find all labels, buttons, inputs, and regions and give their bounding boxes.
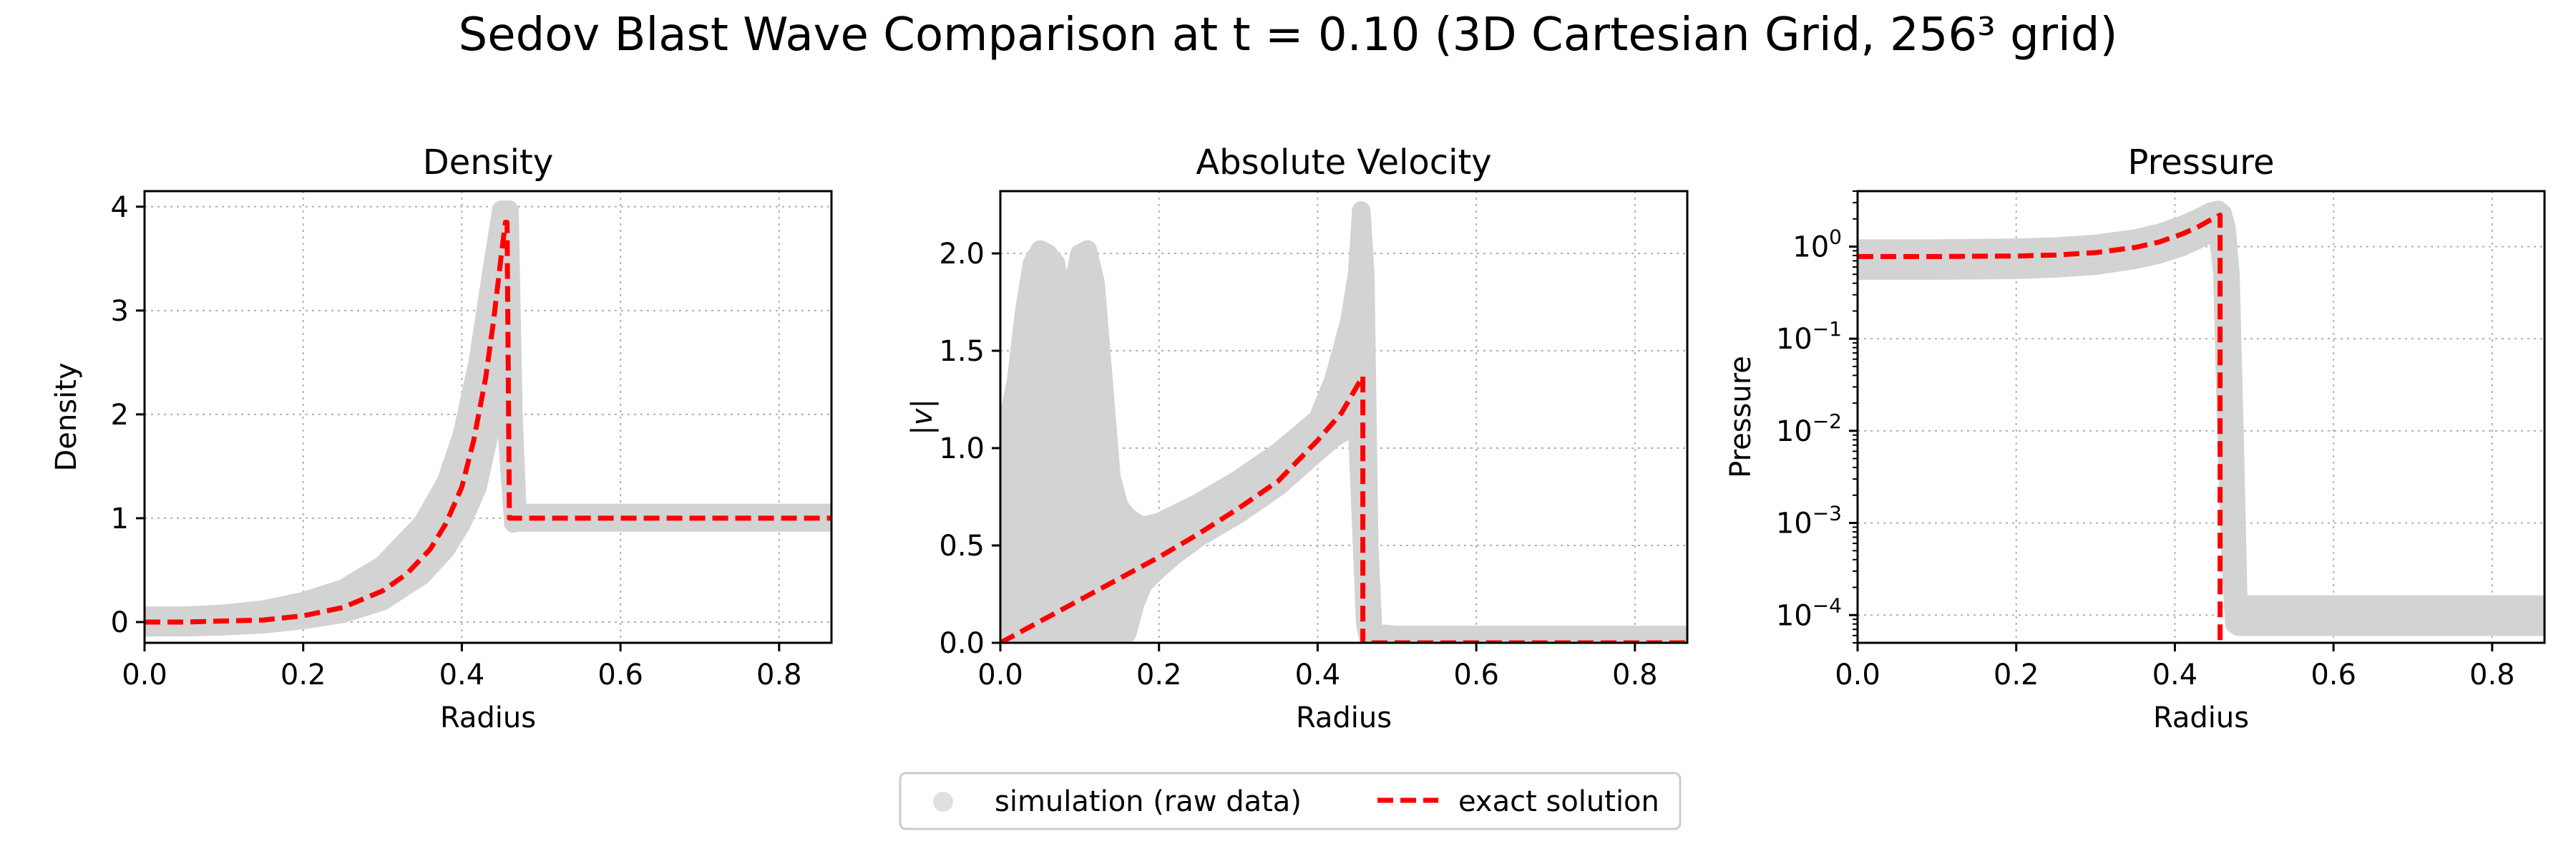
density-simulation-scatter xyxy=(145,200,831,637)
pressure-y-tick-label: 10−4 xyxy=(1776,593,1842,632)
density-x-axis-label: Radius xyxy=(440,702,536,734)
density-y-tick-label: 3 xyxy=(111,295,129,328)
pressure-y-tick-label: 10−2 xyxy=(1776,409,1842,448)
pressure-x-tick-label: 0.4 xyxy=(2152,659,2198,691)
velocity-axes-frame xyxy=(999,190,1689,644)
legend-simulation-label: simulation (raw data) xyxy=(995,785,1302,818)
density-x-tick-label: 0.6 xyxy=(597,659,643,691)
legend-exact-label: exact solution xyxy=(1458,785,1659,818)
density-y-tick-label: 4 xyxy=(111,191,129,224)
pressure-y-tick-label: 10−1 xyxy=(1776,317,1842,356)
density-y-tick-label: 2 xyxy=(111,399,129,432)
velocity-y-tick-label: 0.5 xyxy=(939,530,985,563)
velocity-y-tick-label: 1.0 xyxy=(939,432,985,465)
pressure-panel: 0.0 0.2 0.4 0.6 0.8 10−4 10−3 10−2 10−1 100 Pressu… xyxy=(1724,142,2546,734)
density-y-tick-label: 0 xyxy=(111,606,129,639)
figure-title: Sedov Blast Wave Comparison at t = 0.10 … xyxy=(459,9,2118,62)
legend-simulation-marker xyxy=(933,792,953,812)
pressure-x-tick-label: 0.6 xyxy=(2311,659,2356,691)
density-x-tick-label: 0.8 xyxy=(756,659,802,691)
pressure-x-tick-label: 0.8 xyxy=(2469,659,2515,691)
velocity-x-axis-label: Radius xyxy=(1296,702,1392,734)
pressure-y-tick-label: 100 xyxy=(1792,225,1842,263)
velocity-x-tick-label: 0.8 xyxy=(1612,659,1658,691)
pressure-panel-title: Pressure xyxy=(2128,142,2275,183)
pressure-y-axis-label: Pressure xyxy=(1724,356,1757,478)
velocity-panel: 0.0 0.2 0.4 0.6 0.8 0.0 0.5 1.0 1.5 2.0 Absolute V… xyxy=(906,142,1689,734)
density-x-tick-label: 0.4 xyxy=(439,659,485,691)
density-y-axis-label: Density xyxy=(50,362,83,471)
velocity-y-tick-label: 1.5 xyxy=(939,335,985,368)
pressure-y-tick-label: 10−3 xyxy=(1776,502,1842,540)
velocity-x-tick-label: 0.4 xyxy=(1295,659,1341,691)
velocity-y-tick-label: 2.0 xyxy=(939,238,985,271)
density-x-tick-label: 0.2 xyxy=(280,659,326,691)
pressure-x-tick-label: 0.2 xyxy=(1994,659,2039,691)
density-y-tick-label: 1 xyxy=(111,503,129,535)
pressure-x-tick-label: 0.0 xyxy=(1835,659,1880,691)
legend: simulation (raw data) exact solution xyxy=(899,772,1682,830)
density-exact-solution-line xyxy=(145,220,831,625)
legend-frame xyxy=(899,772,1682,830)
density-panel-title: Density xyxy=(423,142,553,183)
velocity-y-tick-label: 0.0 xyxy=(939,627,985,660)
velocity-x-tick-label: 0.6 xyxy=(1453,659,1499,691)
density-panel: 0.0 0.2 0.4 0.6 0.8 0 1 2 3 4 Density Radius Density xyxy=(50,142,833,734)
velocity-y-axis-label: |v| xyxy=(906,399,939,435)
pressure-x-axis-label: Radius xyxy=(2153,702,2249,734)
pressure-simulation-scatter xyxy=(1858,200,2545,636)
velocity-x-tick-label: 0.0 xyxy=(977,659,1023,691)
pressure-exact-solution-line xyxy=(1858,212,2223,643)
velocity-simulation-scatter xyxy=(1000,201,1687,643)
pressure-axes-frame xyxy=(1856,190,2546,644)
density-x-tick-label: 0.0 xyxy=(122,659,167,691)
density-axes-frame xyxy=(143,190,833,644)
velocity-panel-title: Absolute Velocity xyxy=(1196,142,1491,183)
velocity-x-tick-label: 0.2 xyxy=(1136,659,1182,691)
